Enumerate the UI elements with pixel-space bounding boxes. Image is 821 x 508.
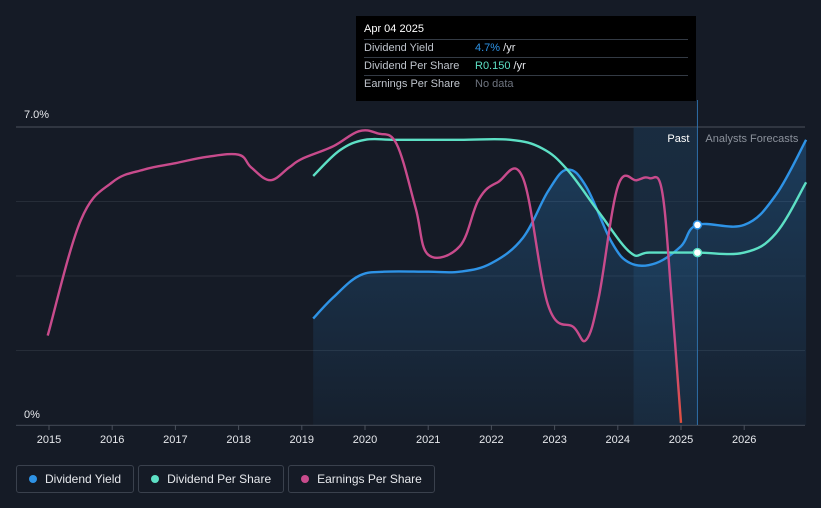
legend-label: Earnings Per Share: [317, 472, 422, 486]
past-label: Past: [667, 133, 689, 145]
analysts-forecasts-label: Analysts Forecasts: [705, 133, 798, 145]
legend-item-dividend-yield[interactable]: Dividend Yield: [16, 465, 135, 493]
tooltip-label: Dividend Yield: [364, 42, 434, 54]
tooltip-value: 4.7%: [475, 42, 501, 54]
legend-dot-icon: [29, 475, 37, 483]
x-tick-label: 2022: [479, 434, 503, 446]
y-axis-bottom-label: 0%: [24, 409, 40, 421]
x-tick-label: 2021: [416, 434, 440, 446]
series-line-earnings-per-share: [46, 129, 683, 423]
tooltip-row-earnings-per-share: Earnings Per Share No data: [364, 75, 688, 93]
x-tick-label: 2019: [290, 434, 314, 446]
marker-dividend-per-share: [692, 247, 703, 258]
tooltip-row-dividend-yield: Dividend Yield 4.7% /yr: [364, 39, 688, 57]
x-tick-label: 2016: [100, 434, 124, 446]
tooltip-value: No data: [475, 78, 514, 90]
tooltip-label: Dividend Per Share: [364, 60, 460, 72]
marker-dividend-yield: [692, 220, 703, 230]
x-tick-label: 2026: [732, 434, 756, 446]
x-tick-label: 2015: [37, 434, 61, 446]
x-axis-ticks: 2015 2016 2017 2018 2019 2020 2021 2022 2023 2024…: [37, 425, 756, 446]
tooltip: Apr 04 2025 Dividend Yield 4.7% /yr Divi…: [356, 16, 696, 101]
legend-dot-icon: [151, 475, 160, 483]
legend-item-earnings-per-share[interactable]: Earnings Per Share: [288, 465, 435, 493]
x-tick-label: 2023: [542, 434, 566, 446]
legend-item-dividend-per-share[interactable]: Dividend Per Share: [138, 465, 285, 493]
legend-dot-icon: [301, 475, 310, 483]
x-tick-label: 2017: [163, 434, 187, 446]
chart-canvas: 7.0% 0% Past Analysts Forecasts 2015 2016…: [16, 100, 808, 446]
series-markers: [692, 220, 703, 258]
legend: Dividend Yield Dividend Per Share Earnin…: [16, 465, 435, 493]
legend-label: Dividend Yield: [45, 472, 122, 486]
tooltip-row-dividend-per-share: Dividend Per Share R0.150 /yr: [364, 57, 688, 75]
x-tick-label: 2020: [353, 434, 377, 446]
tooltip-unit: /yr: [500, 42, 516, 54]
tooltip-unit: /yr: [510, 60, 526, 72]
dividend-yield-area: [313, 139, 807, 426]
series-line-dividend-per-share: [312, 137, 808, 258]
tooltip-value: R0.150: [475, 60, 511, 72]
x-tick-label: 2024: [606, 434, 630, 446]
tooltip-date: Apr 04 2025: [364, 23, 424, 35]
x-tick-label: 2018: [226, 434, 250, 446]
x-tick-label: 2025: [669, 434, 693, 446]
y-axis-top-label: 7.0%: [24, 109, 49, 121]
tooltip-label: Earnings Per Share: [364, 78, 460, 90]
legend-label: Dividend Per Share: [167, 472, 272, 486]
